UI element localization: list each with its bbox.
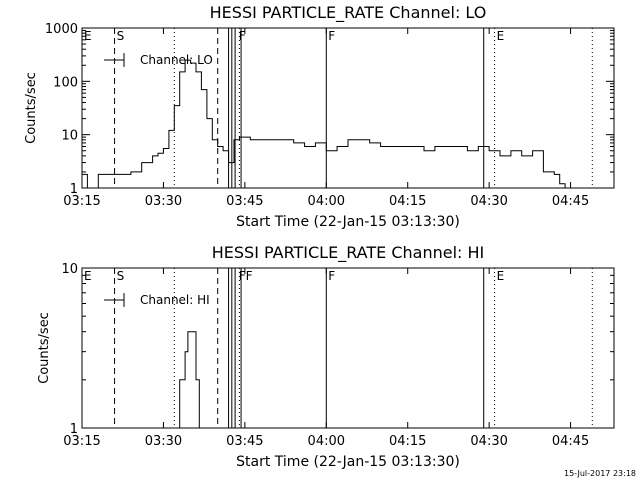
event-label: E [497,29,505,43]
y-tick-label: 1 [70,182,78,197]
chart-title: HESSI PARTICLE_RATE Channel: HI [212,243,485,263]
y-tick-label: 10 [61,262,78,277]
event-label: E [84,29,92,43]
event-label: E [84,269,92,283]
event-label: F [239,29,246,43]
event-label: E [497,269,505,283]
legend-label: Channel: LO [140,53,213,67]
y-axis-label: Counts/sec [24,72,39,144]
y-tick-label: 1 [70,422,78,437]
footer-timestamp: 15-Jul-2017 23:18 [564,469,636,478]
panel-hi: HESSI PARTICLE_RATE Channel: HI 03:15 03:3… [37,243,615,470]
x-tick-label: 03:30 [145,194,182,209]
x-tick-label: 03:30 [145,434,182,449]
x-tick-label: 04:30 [470,194,507,209]
chart-title: HESSI PARTICLE_RATE Channel: LO [210,3,487,23]
x-tick-label: 04:45 [552,434,589,449]
event-label: F [328,269,335,283]
y-axis-label: Counts/sec [37,312,52,384]
event-label: S [117,269,125,283]
x-tick-label: 03:45 [226,434,263,449]
x-tick-label: 04:15 [389,194,426,209]
event-label: S [117,29,125,43]
event-label: FF [239,269,253,283]
series-line-hi [174,331,200,429]
x-tick-label: 03:15 [63,194,100,209]
y-tick-label: 100 [53,75,78,90]
panel-lo: HESSI PARTICLE_RATE Channel: LO 03:15 03:3… [24,3,615,230]
x-tick-label: 04:00 [308,434,345,449]
plot-frame [81,27,615,189]
x-axis-label: Start Time (22-Jan-15 03:13:30) [236,214,460,230]
legend-label: Channel: HI [140,293,210,307]
x-tick-label: 03:15 [63,434,100,449]
x-tick-label: 04:00 [308,194,345,209]
x-tick-label: 04:30 [470,434,507,449]
event-label: F [328,29,335,43]
y-tick-label: 10 [61,129,78,144]
y-tick-label: 1000 [45,22,78,37]
x-axis-label: Start Time (22-Jan-15 03:13:30) [236,454,460,470]
x-tick-label: 03:45 [226,194,263,209]
x-tick-label: 04:15 [389,434,426,449]
x-tick-label: 04:45 [552,194,589,209]
series-line-lo [82,59,566,189]
plot-frame [81,267,615,429]
